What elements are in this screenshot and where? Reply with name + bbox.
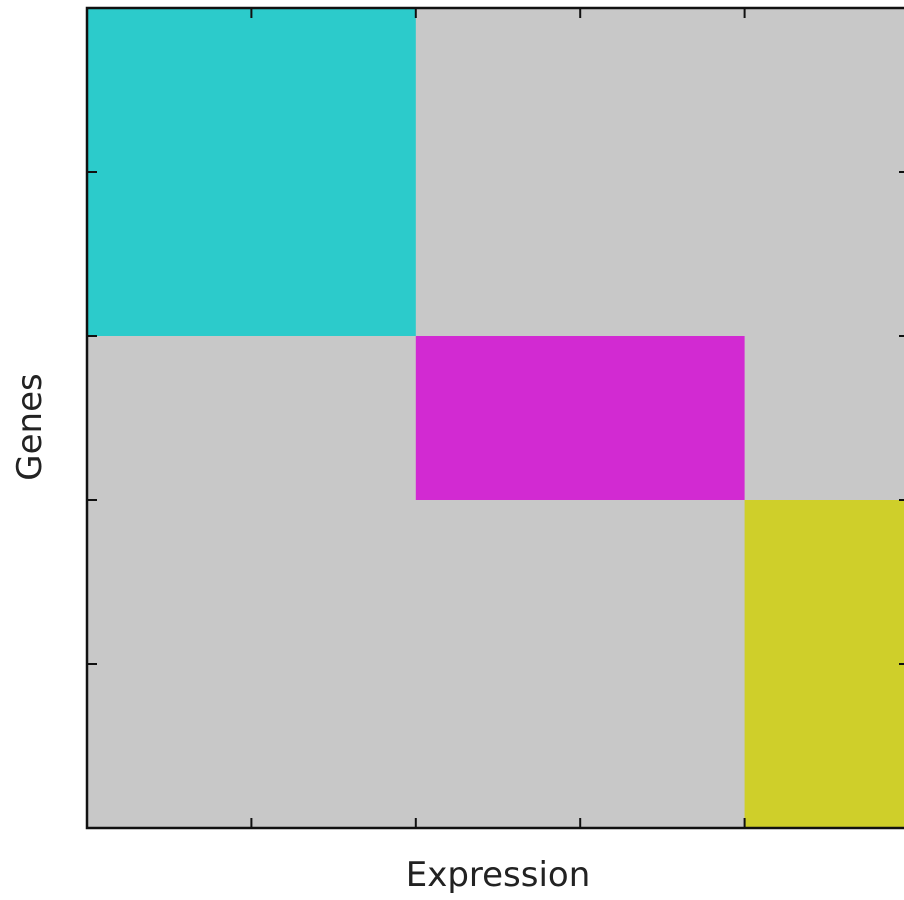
heatmap-block-2 [415, 336, 745, 500]
heatmap-block-1 [87, 8, 416, 336]
blocks-layer [87, 8, 904, 828]
y-axis-label: Genes [10, 373, 50, 481]
plot-frame [85, 6, 904, 830]
x-axis-label: Expression [405, 855, 591, 895]
heatmap-block-3 [744, 500, 904, 828]
